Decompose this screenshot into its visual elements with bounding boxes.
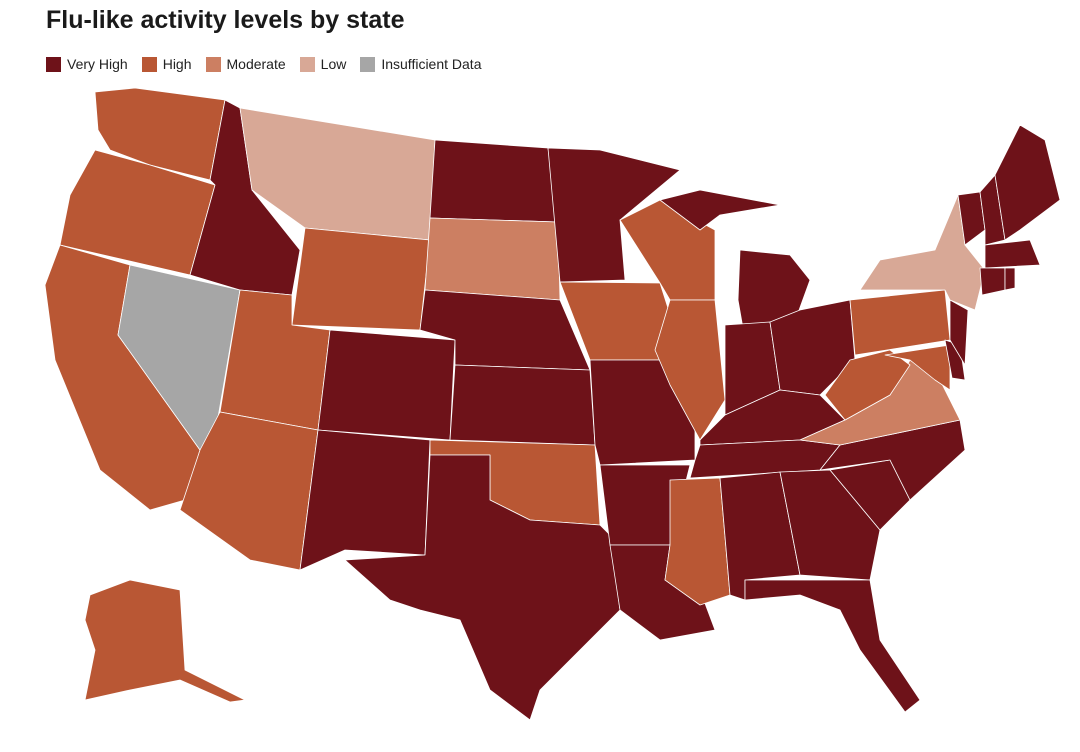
- state: [664, 477, 731, 606]
- legend-label: Low: [320, 56, 347, 72]
- legend-item: Moderate: [205, 56, 286, 72]
- state: [1004, 267, 1016, 291]
- legend-item: Insufficient Data: [360, 56, 481, 72]
- state: [299, 429, 431, 571]
- state: [429, 139, 559, 223]
- legend-swatch: [299, 56, 315, 72]
- legend: Very High High Moderate Low Insufficient Dat…: [46, 56, 481, 72]
- state: [779, 469, 881, 581]
- legend-item: Very High: [46, 56, 128, 72]
- legend-item: High: [141, 56, 192, 72]
- state: [84, 579, 246, 703]
- state: [291, 227, 431, 331]
- legend-label: Very High: [67, 56, 128, 72]
- state: [424, 217, 561, 301]
- state: [449, 364, 596, 446]
- legend-swatch: [141, 56, 157, 72]
- state: [979, 267, 1006, 296]
- state: [979, 174, 1006, 246]
- state: [344, 454, 621, 721]
- state: [849, 289, 951, 356]
- legend-label: High: [162, 56, 192, 72]
- legend-swatch: [205, 56, 221, 72]
- state: [859, 194, 986, 311]
- state: [94, 87, 226, 181]
- state: [884, 344, 951, 391]
- state: [994, 124, 1061, 241]
- legend-item: Low: [299, 56, 347, 72]
- legend-swatch: [360, 56, 376, 72]
- state: [949, 299, 969, 366]
- state: [824, 349, 911, 421]
- legend-label: Moderate: [226, 56, 286, 72]
- title: Flu-like activity levels by state: [46, 6, 405, 34]
- state: [317, 329, 456, 441]
- legend-swatch: [46, 56, 61, 72]
- state: [744, 579, 921, 713]
- state: [984, 239, 1041, 269]
- legend-label: Insufficient Data: [381, 56, 482, 72]
